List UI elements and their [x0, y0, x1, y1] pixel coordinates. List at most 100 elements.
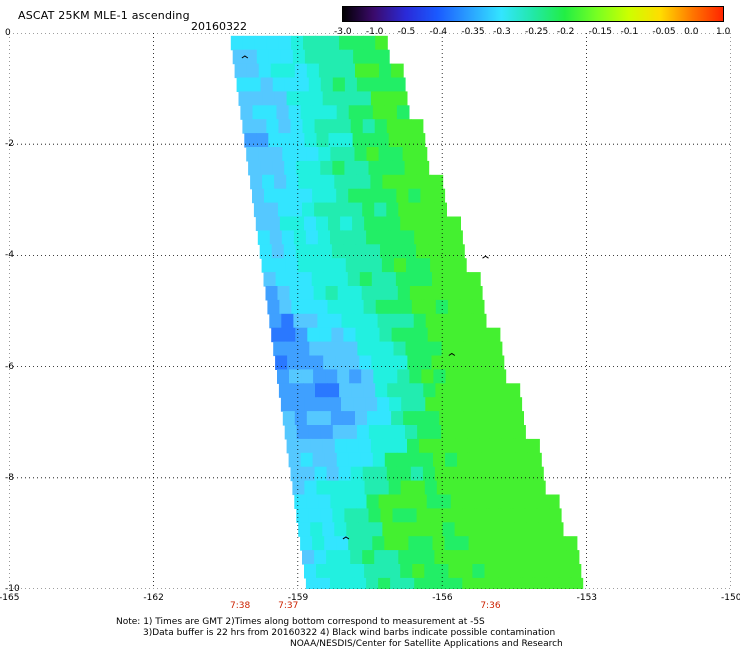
wind-cell [338, 466, 352, 482]
wind-cell [558, 577, 572, 589]
wind-cell [406, 258, 419, 273]
wind-cell [341, 397, 354, 412]
wind-cell [338, 202, 351, 218]
wind-cell [326, 119, 340, 134]
wind-cell [406, 522, 420, 537]
wind-cell [270, 63, 284, 79]
wind-cell [315, 299, 329, 315]
wind-cell [317, 577, 331, 589]
wind-cell [274, 174, 287, 190]
wind-cell [355, 63, 368, 79]
wind-cell [340, 216, 353, 231]
wind-cell [250, 174, 263, 190]
wind-cell [456, 272, 469, 287]
longitude-label: -156 [432, 593, 453, 603]
wind-cell [515, 438, 528, 454]
wind-cell [399, 383, 412, 398]
wind-cell [402, 494, 416, 509]
wind-cell [318, 147, 331, 162]
wind-cell [294, 63, 308, 79]
wind-cell [390, 494, 404, 509]
wind-cell [413, 397, 426, 412]
wind-cell [360, 452, 374, 468]
wind-cell [471, 466, 484, 482]
wind-cell [298, 438, 312, 454]
wind-cell [361, 369, 374, 384]
footnote-line-1: Note: 1) Times are GMT 2)Times along bot… [116, 617, 485, 627]
wind-cell [334, 174, 347, 190]
wind-cell [510, 494, 524, 509]
wind-cell [406, 174, 420, 190]
wind-cell [407, 272, 421, 287]
wind-cell [268, 49, 282, 65]
wind-cell [517, 452, 530, 468]
wind-cell [524, 508, 538, 523]
wind-cell [392, 508, 406, 523]
wind-cell [242, 119, 255, 134]
wind-cell [335, 355, 348, 370]
wind-cell [403, 327, 417, 343]
wind-cell [451, 411, 464, 426]
wind-cell [438, 577, 451, 589]
wind-cell [388, 133, 402, 148]
wind-cell [436, 480, 450, 496]
wind-cell [344, 508, 357, 523]
wind-cell [394, 91, 408, 106]
wind-cell [374, 466, 388, 482]
wind-cell [386, 466, 400, 482]
wind-cell [402, 577, 415, 589]
wind-cell [495, 383, 509, 398]
wind-cell [297, 258, 311, 273]
wind-cell [382, 522, 395, 537]
wind-cell [377, 397, 390, 412]
wind-cell [328, 564, 341, 579]
wind-cell [529, 452, 542, 468]
wind-cell [398, 550, 411, 565]
wind-cell [549, 508, 562, 523]
wind-cell [285, 258, 299, 273]
wind-cell [355, 411, 368, 426]
wind-cell [376, 480, 390, 496]
wind-cell [327, 35, 340, 51]
wind-cell [341, 49, 354, 65]
wind-cell [327, 299, 341, 315]
wind-cell [426, 230, 439, 245]
wind-cell [368, 425, 382, 440]
wind-cell [318, 63, 332, 79]
wind-cell [303, 35, 316, 51]
wind-cell [349, 369, 362, 384]
wind-cell [356, 508, 369, 523]
wind-cell [346, 522, 359, 537]
wind-cell [242, 35, 256, 51]
wind-cell [489, 425, 502, 440]
wind-cell [304, 397, 318, 412]
wind-cell [415, 327, 429, 343]
wind-cell [430, 258, 443, 273]
wind-cell [250, 91, 264, 106]
wind-cell [336, 536, 349, 551]
map-title: ASCAT 25KM MLE-1 ascending [18, 9, 190, 22]
wind-cell [310, 174, 323, 190]
wind-cell [303, 383, 316, 398]
wind-cell [307, 244, 321, 259]
wind-cell [333, 258, 347, 273]
wind-cell [440, 508, 454, 523]
wind-cell [279, 216, 293, 231]
wind-cell [308, 77, 322, 92]
wind-cell [383, 272, 397, 287]
wind-cell [454, 522, 468, 537]
wind-cell [360, 105, 374, 120]
wind-cell [509, 480, 522, 496]
wind-cell [405, 425, 418, 440]
wind-cell [477, 425, 490, 440]
wind-cell [370, 438, 384, 454]
wind-cell [463, 411, 476, 426]
wind-cell [353, 49, 366, 65]
wind-cell [364, 133, 378, 148]
wind-cell [461, 313, 475, 329]
longitude-label: -159 [287, 593, 309, 603]
wind-cell [234, 63, 248, 79]
wind-cell [293, 313, 306, 329]
wind-cell [308, 425, 322, 440]
wind-cell [246, 147, 259, 162]
